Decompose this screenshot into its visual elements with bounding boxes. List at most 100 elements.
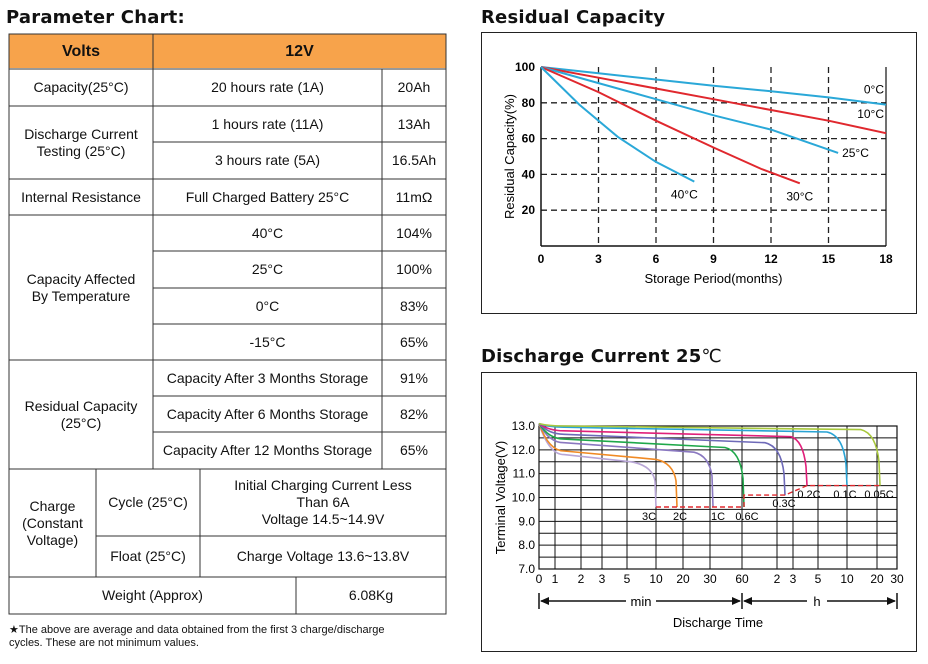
series-line bbox=[538, 422, 881, 486]
x-tick-label: 1 bbox=[552, 572, 559, 586]
series-line bbox=[540, 66, 887, 135]
row-temperature-value: 83% bbox=[399, 297, 429, 314]
series-label: 0.1C bbox=[833, 489, 856, 501]
series-line bbox=[540, 66, 887, 106]
x-tick-label: 3 bbox=[595, 252, 602, 266]
row-charge-cycle-value: Initial Charging Current Less Than 6A Vo… bbox=[234, 477, 412, 527]
table-grid-lines bbox=[8, 33, 447, 615]
y-tick-label: 9.0 bbox=[518, 514, 535, 528]
row-temperature-value: 104% bbox=[396, 224, 432, 241]
row-charge-cycle-label: Cycle (25°C) bbox=[108, 494, 188, 510]
row-residual-label: Residual Capacity (25°C) bbox=[24, 397, 138, 431]
series-line bbox=[538, 423, 678, 508]
x-tick-label: 5 bbox=[624, 572, 631, 586]
discharge-chart-title-unit: ℃ bbox=[701, 346, 722, 367]
row-discharge-value: 13Ah bbox=[397, 115, 431, 132]
series-line bbox=[538, 423, 714, 508]
series-line bbox=[538, 422, 848, 486]
series-line bbox=[538, 423, 745, 508]
x-tick-label: 18 bbox=[879, 252, 893, 266]
residual-capacity-chart: 0 3 6 9 12 15 18 20 40 60 80 100 Storage Period(mont… bbox=[502, 60, 893, 286]
arrow-head bbox=[887, 597, 896, 605]
table-header-bg bbox=[9, 34, 446, 68]
y-tick-label: 10.0 bbox=[512, 491, 536, 505]
x-tick-label: 0 bbox=[536, 572, 543, 586]
residual-chart-title: Residual Capacity bbox=[481, 7, 666, 28]
row-weight-value: 6.08Kg bbox=[348, 587, 394, 603]
footnote: ★The above are average and data obtained… bbox=[9, 624, 385, 649]
y-axis-label: Residual Capacity(%) bbox=[502, 94, 517, 219]
arrow-head bbox=[540, 597, 549, 605]
x-tick-label: 30 bbox=[703, 572, 717, 586]
x-tick-label: 2 bbox=[578, 572, 585, 586]
discharge-chart-title-text: Discharge Current 25 bbox=[481, 346, 702, 367]
row-residual-value: 82% bbox=[399, 405, 429, 422]
series-label: 0.6C bbox=[735, 511, 758, 523]
unit-min: min bbox=[631, 594, 652, 609]
series-label: 3C bbox=[642, 511, 656, 523]
x-axis-label: Discharge Time bbox=[673, 615, 763, 630]
discharge-chart-frame bbox=[481, 372, 917, 652]
x-tick-label: 12 bbox=[764, 252, 778, 266]
row-weight-label: Weight (Approx) bbox=[102, 587, 203, 603]
x-tick-label: 2 bbox=[774, 572, 781, 586]
x-tick-label: 15 bbox=[822, 252, 836, 266]
series-line bbox=[540, 66, 839, 154]
x-tick-label: 3 bbox=[790, 572, 797, 586]
row-temperature-condition: -15°C bbox=[249, 333, 286, 350]
row-temperature-value: 65% bbox=[399, 333, 429, 350]
series-line bbox=[538, 423, 786, 496]
y-tick-label: 11.0 bbox=[513, 467, 536, 481]
series-label: 0.2C bbox=[797, 489, 820, 501]
row-charge-label: Charge (Constant Voltage) bbox=[22, 497, 83, 548]
row-residual-value: 65% bbox=[399, 442, 429, 458]
parameter-table bbox=[8, 33, 447, 615]
row-resistance-value: 11mΩ bbox=[395, 188, 433, 205]
row-resistance-label: Internal Resistance bbox=[21, 188, 141, 205]
header-volts: Volts bbox=[62, 43, 100, 60]
series-line bbox=[538, 422, 808, 486]
row-temperature-condition: 25°C bbox=[251, 261, 284, 277]
cutoff-line bbox=[656, 484, 880, 508]
x-tick-label: 30 bbox=[890, 572, 904, 586]
row-resistance-condition: Full Charged Battery 25°C bbox=[185, 188, 350, 205]
row-temperature-condition: 0°C bbox=[255, 297, 280, 314]
x-tick-label: 0 bbox=[538, 252, 545, 266]
row-capacity-label: Capacity(25°C) bbox=[33, 79, 129, 95]
row-temperature-condition: 40°C bbox=[251, 224, 284, 241]
series-label: 10°C bbox=[857, 107, 884, 121]
row-residual-condition: Capacity After 12 Months Storage bbox=[162, 442, 373, 458]
row-charge-float-value: Charge Voltage 13.6~13.8V bbox=[236, 548, 410, 564]
series-label: 0.3C bbox=[772, 498, 795, 510]
x-tick-label: 60 bbox=[735, 572, 749, 586]
row-capacity-condition: 20 hours rate (1A) bbox=[211, 79, 324, 95]
y-tick-label: 100 bbox=[515, 60, 535, 74]
header-12v: 12V bbox=[285, 43, 314, 60]
x-tick-label: 6 bbox=[653, 252, 660, 266]
row-discharge-condition: 1 hours rate (11A) bbox=[211, 115, 324, 132]
row-temperature-value: 100% bbox=[396, 261, 432, 277]
y-axis-label: Terminal Voltage(V) bbox=[493, 441, 508, 554]
row-charge-float-label: Float (25°C) bbox=[110, 548, 186, 564]
row-capacity-value: 20Ah bbox=[397, 79, 431, 95]
row-residual-condition: Capacity After 6 Months Storage bbox=[166, 405, 369, 422]
series-label: 1C bbox=[711, 511, 725, 523]
x-tick-label: 3 bbox=[599, 572, 606, 586]
series-line bbox=[540, 66, 695, 183]
x-tick-label: 5 bbox=[815, 572, 822, 586]
series-line bbox=[540, 66, 801, 185]
y-tick-label: 80 bbox=[522, 96, 536, 110]
x-tick-label: 20 bbox=[676, 572, 690, 586]
discharge-current-chart: 7.08.09.010.011.012.013.00 1 2 3 5 10 20 30 60 2 3… bbox=[493, 419, 904, 630]
y-tick-label: 40 bbox=[522, 167, 536, 181]
x-tick-label: 20 bbox=[870, 572, 884, 586]
residual-chart-frame bbox=[481, 32, 917, 314]
row-discharge-value: 16.5Ah bbox=[391, 152, 437, 168]
series-label: 25°C bbox=[842, 146, 869, 160]
y-tick-label: 20 bbox=[522, 203, 536, 217]
series-label: 40°C bbox=[671, 188, 698, 202]
row-discharge-condition: 3 hours rate (5A) bbox=[214, 152, 321, 168]
unit-h: h bbox=[813, 594, 820, 609]
series-label: 30°C bbox=[786, 189, 813, 203]
series-label: 0.05C bbox=[864, 489, 893, 501]
